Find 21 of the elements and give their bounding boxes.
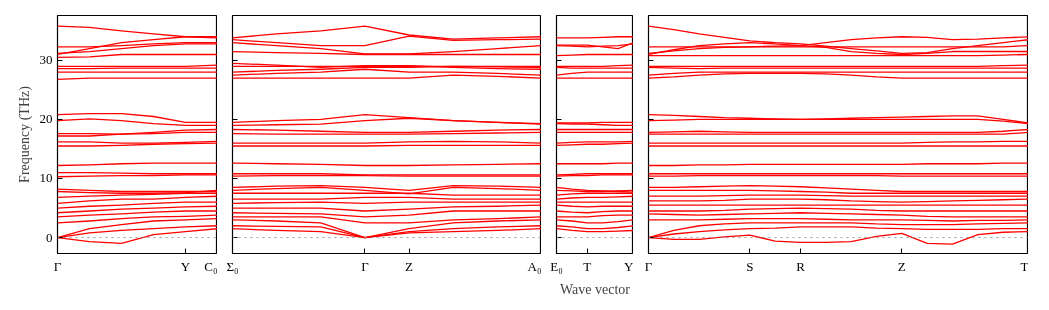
x-tick-label: Z xyxy=(897,258,906,274)
x-tick-label: Σ₀ xyxy=(226,258,239,274)
y-tick-label: 10 xyxy=(39,170,53,186)
x-axis-title: Wave vector xyxy=(560,281,631,297)
x-tick-label: S xyxy=(746,258,754,274)
y-axis-title: Frequency (THz) xyxy=(16,85,33,183)
x-tick-label: Z xyxy=(405,258,414,274)
y-tick-label: 20 xyxy=(39,111,53,127)
x-tick-label: E₀ xyxy=(550,258,563,274)
x-tick-label: T xyxy=(1020,258,1029,274)
x-tick-label: Γ xyxy=(361,258,370,274)
x-tick-label: T xyxy=(583,258,592,274)
y-tick-label: 30 xyxy=(39,52,53,68)
x-tick-label: Γ xyxy=(644,258,653,274)
x-tick-label: A₀ xyxy=(527,258,542,274)
x-tick-label: Y xyxy=(180,258,191,274)
y-tick-label: 0 xyxy=(46,229,53,245)
x-tick-label: R xyxy=(796,258,806,274)
x-tick-label: Y xyxy=(624,258,635,274)
x-tick-label: C₀ xyxy=(204,258,218,274)
x-tick-label: Γ xyxy=(53,258,62,274)
